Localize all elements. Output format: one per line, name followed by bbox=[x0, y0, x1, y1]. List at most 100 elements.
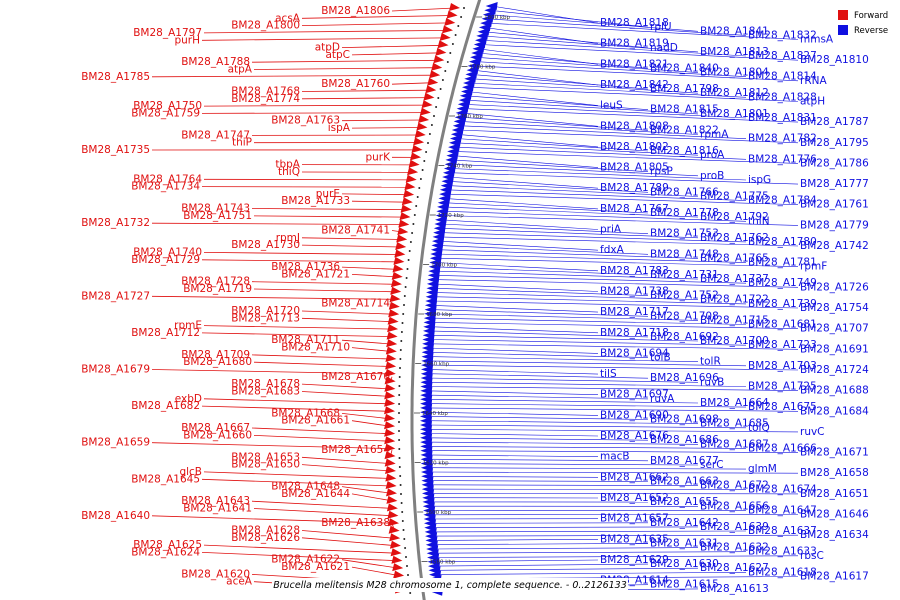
forward-gene-arrow bbox=[385, 466, 396, 474]
reverse-leader-line bbox=[433, 555, 799, 558]
forward-gene-label: BM28_A1747 bbox=[181, 129, 250, 141]
reverse-gene-label: BM28_A1627 bbox=[700, 562, 769, 574]
reverse-leader-line bbox=[425, 420, 699, 424]
forward-gene-label: BM28_A1659 bbox=[81, 437, 150, 449]
reverse-gene-label: BM28_A1784 bbox=[748, 195, 817, 207]
forward-gene-arrow bbox=[392, 264, 404, 273]
reverse-gene-label: BM28_A1688 bbox=[800, 385, 869, 397]
reverse-leader-line bbox=[454, 142, 699, 156]
forward-gene-arrow bbox=[405, 174, 417, 183]
forward-leader-line bbox=[203, 178, 412, 181]
reverse-gene-label: BM28_A1618 bbox=[748, 566, 817, 578]
backbone-dot bbox=[409, 592, 412, 594]
reverse-gene-label: BM28_A1651 bbox=[800, 488, 869, 500]
forward-gene-arrow bbox=[401, 197, 413, 206]
backbone-dot bbox=[405, 277, 408, 279]
reverse-gene-label: BM28_A1801 bbox=[700, 108, 769, 120]
forward-gene-arrow bbox=[410, 152, 421, 161]
reverse-leader-line bbox=[478, 48, 599, 65]
forward-gene-arrow bbox=[388, 309, 400, 318]
forward-gene-arrow bbox=[384, 391, 396, 400]
reverse-gene-label: BM28_A1818 bbox=[600, 17, 669, 29]
reverse-leader-line bbox=[427, 488, 747, 491]
reverse-leader-line bbox=[426, 446, 747, 449]
forward-gene-label: BM28_A1682 bbox=[131, 400, 200, 412]
backbone-dot bbox=[402, 313, 405, 315]
forward-gene-label: thiP bbox=[232, 137, 252, 149]
backbone-dot bbox=[404, 547, 407, 549]
forward-leader-line bbox=[351, 420, 391, 427]
reverse-gene-label: BM28_A1642 bbox=[650, 517, 719, 529]
backbone-dot bbox=[399, 349, 402, 351]
forward-gene-label: BM28_A1654 bbox=[321, 444, 390, 456]
reverse-gene-label: BM28_A1765 bbox=[700, 252, 769, 264]
forward-leader-line bbox=[201, 478, 392, 487]
forward-gene-arrow bbox=[394, 249, 406, 258]
reverse-gene-label: BM28_A1707 bbox=[800, 323, 869, 335]
reverse-leader-line bbox=[472, 69, 599, 86]
forward-gene-label: BM28_A1678 bbox=[231, 378, 300, 390]
forward-gene-label: BM28_A1719 bbox=[183, 283, 252, 295]
forward-gene-arrow bbox=[384, 383, 396, 392]
forward-gene-arrow bbox=[427, 77, 439, 86]
backbone-dot bbox=[399, 358, 402, 360]
forward-gene-arrow bbox=[399, 212, 411, 221]
reverse-gene-label: BM28_A1633 bbox=[748, 546, 817, 558]
forward-gene-arrow bbox=[395, 242, 407, 250]
reverse-leader-line bbox=[444, 198, 599, 210]
reverse-gene-label: BM28_A1652 bbox=[600, 492, 669, 504]
reverse-gene-label: BM28_A1795 bbox=[800, 137, 869, 149]
reverse-gene-label: BM28_A1779 bbox=[800, 219, 869, 231]
forward-leader-line bbox=[203, 104, 428, 107]
reverse-gene-label: BM28_A1671 bbox=[800, 447, 869, 459]
reverse-leader-line bbox=[439, 232, 747, 243]
reverse-leader-line bbox=[441, 215, 799, 226]
backbone-dot bbox=[402, 529, 405, 531]
forward-gene-arrow bbox=[439, 32, 451, 41]
reverse-gene-label: BM28_A1676 bbox=[600, 430, 669, 442]
legend-reverse-swatch bbox=[838, 25, 848, 35]
backbone-dot bbox=[401, 520, 404, 522]
reverse-leader-line bbox=[432, 547, 699, 550]
backbone-dot bbox=[425, 151, 428, 153]
backbone-dot bbox=[406, 565, 408, 567]
reverse-gene-label: atpH bbox=[800, 96, 825, 108]
forward-gene-arrow bbox=[413, 137, 425, 146]
forward-gene-label: BM28_A1800 bbox=[231, 20, 300, 32]
forward-leader-line bbox=[341, 559, 399, 569]
reverse-gene-label: BM28_A1804 bbox=[700, 67, 769, 79]
reverse-leader-line bbox=[455, 138, 649, 152]
reverse-leader-line bbox=[449, 168, 747, 181]
reverse-gene-label: BM28_A1690 bbox=[600, 409, 669, 421]
backbone-dot bbox=[446, 61, 449, 63]
reverse-leader-line bbox=[425, 416, 649, 420]
reverse-leader-line bbox=[446, 185, 699, 197]
backbone-dot bbox=[398, 466, 401, 468]
kbp-tick-label: 1580 kbp bbox=[430, 560, 456, 566]
reverse-gene-label: BM28_A1674 bbox=[748, 484, 817, 496]
reverse-gene-label: leuS bbox=[600, 100, 623, 112]
reverse-leader-line bbox=[450, 163, 699, 177]
reverse-leader-line bbox=[480, 39, 747, 57]
reverse-gene-label: BM28_A1754 bbox=[800, 302, 869, 314]
reverse-gene-label: BM28_A1724 bbox=[800, 364, 869, 376]
reverse-leader-line bbox=[433, 563, 649, 567]
forward-gene-label: BM28_A1668 bbox=[271, 407, 340, 419]
reverse-gene-label: BM28_A1840 bbox=[650, 62, 719, 74]
reverse-leader-line bbox=[428, 339, 747, 346]
reverse-gene-label: BM28_A1777 bbox=[800, 178, 869, 190]
reverse-gene-label: BM28_A1805 bbox=[600, 162, 669, 174]
kbp-tick-label: 1640 kbp bbox=[422, 411, 448, 417]
forward-leader-line bbox=[341, 44, 444, 48]
reverse-leader-line bbox=[426, 373, 649, 379]
reverse-leader-line bbox=[426, 467, 747, 470]
forward-gene-arrow bbox=[431, 62, 443, 71]
forward-gene-label: BM28_A1621 bbox=[281, 561, 350, 573]
reverse-leader-line bbox=[427, 475, 599, 478]
reverse-gene-label: tilS bbox=[600, 368, 617, 380]
forward-gene-label: BM28_A1667 bbox=[181, 422, 250, 434]
forward-gene-label: BM28_A1728 bbox=[181, 276, 250, 288]
forward-gene-arrow bbox=[397, 227, 409, 236]
reverse-leader-line bbox=[482, 35, 699, 53]
forward-gene-arrow bbox=[390, 286, 402, 295]
